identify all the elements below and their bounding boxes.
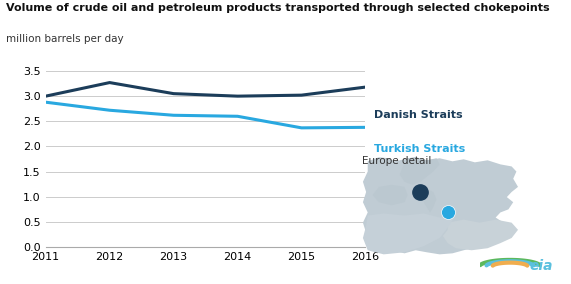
Text: Europe detail: Europe detail <box>362 156 432 166</box>
Text: Turkish Straits: Turkish Straits <box>374 144 465 154</box>
Polygon shape <box>363 157 518 254</box>
Polygon shape <box>400 157 440 185</box>
Polygon shape <box>363 214 456 254</box>
Polygon shape <box>372 185 408 205</box>
Text: Volume of crude oil and petroleum products transported through selected chokepoi: Volume of crude oil and petroleum produc… <box>6 3 549 13</box>
Polygon shape <box>424 189 436 212</box>
Text: million barrels per day: million barrels per day <box>6 34 123 44</box>
Text: eia: eia <box>529 259 553 273</box>
Text: Danish Straits: Danish Straits <box>374 110 463 120</box>
Polygon shape <box>443 220 518 250</box>
